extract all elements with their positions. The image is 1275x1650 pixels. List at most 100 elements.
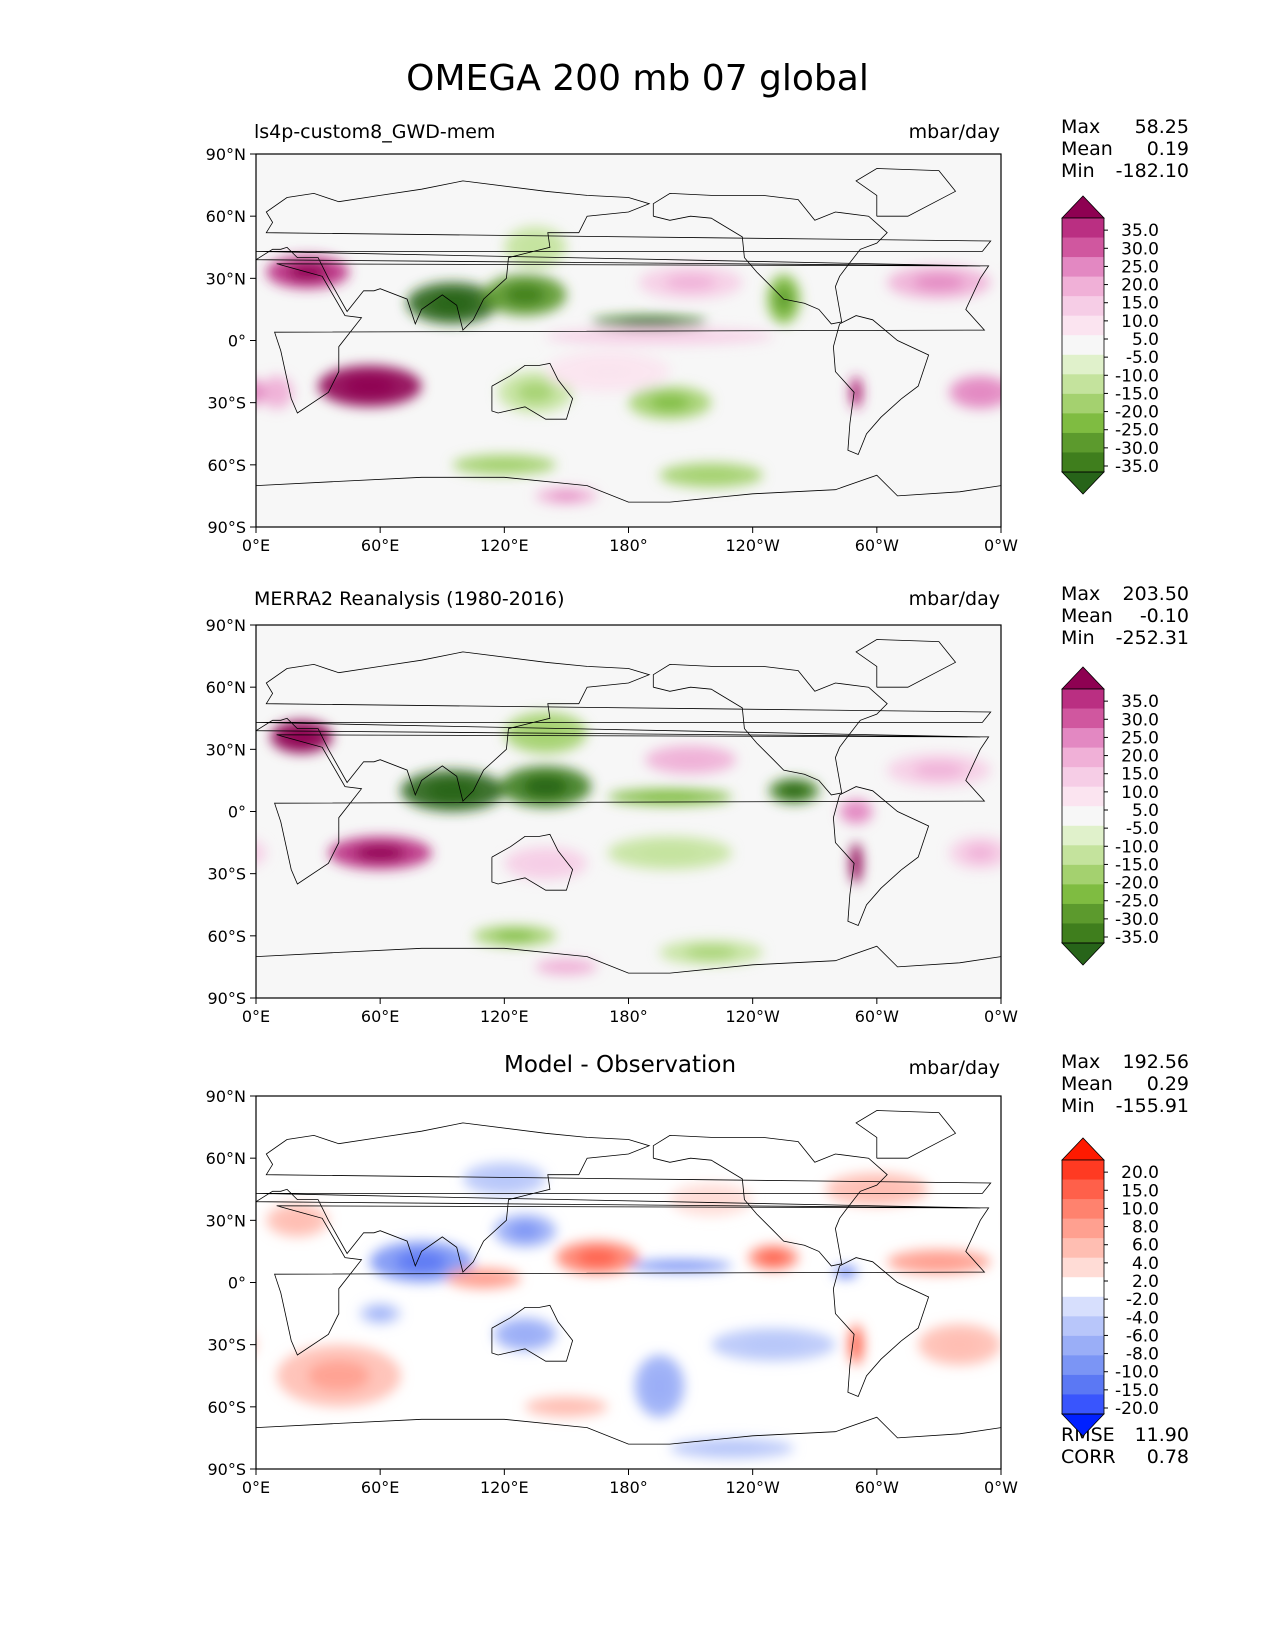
colorbar-bin [1062,257,1104,278]
coastline [832,315,930,456]
x-tick-label: 60°W [855,1007,899,1026]
colorbar-bin [1062,296,1104,317]
field-core [426,780,479,802]
field-core [493,930,536,942]
x-tick-label: 180° [609,536,648,555]
field-blob [103,1324,120,1365]
field-core [16,1251,41,1263]
field-blob [1239,1318,1275,1351]
panel-1-units: mbar/day [908,121,1000,143]
coastline [855,1110,957,1159]
field-blob [142,1249,245,1274]
y-tick-label: 0° [228,1274,246,1293]
panel-1-map: 90°N 60°N 30°N 0° 30°S 60°S 90°S0°E 60°E 120°E 18… [0,145,1275,555]
colorbar-tick-label: 20.0 [1121,747,1159,767]
colorbar-extend-max [1061,666,1105,690]
coastline [274,263,990,414]
stat-mean-label: Mean [1061,138,1113,160]
x-tick-label: 0°E [242,1007,270,1026]
x-tick-label: 120°E [480,1007,529,1026]
field-core [220,845,251,862]
field-core [1255,1222,1275,1239]
field-core [700,1443,764,1454]
colorbar-tick-label: -6.0 [1126,1326,1159,1346]
stat-min-label: Min [1061,1095,1095,1117]
colorbar-tick-label: -4.0 [1126,1308,1159,1328]
y-tick-label: 90°N [206,616,246,635]
field-core [742,1336,805,1353]
field-core [853,384,860,401]
colorbar-tick-label: 10.0 [1121,783,1159,803]
field-core [685,468,738,482]
colorbar-tick-label: 10.0 [1121,312,1159,332]
field-blob [1270,1396,1275,1417]
colorbar-tick-label: 4.0 [1132,1254,1159,1274]
colorbar-tick-label: 15.0 [1121,765,1159,785]
field-layer [220,712,1275,976]
colorbar-bin [1062,806,1104,827]
field-core [576,1249,619,1266]
field-core [168,1256,220,1268]
field-blob [1249,712,1275,753]
y-tick-label: 0° [228,803,246,822]
coastline [652,1134,888,1267]
colorbar-tick-label: 8.0 [1132,1218,1159,1238]
panel-1-title: ls4p-custom8_GWD-mem [254,121,496,143]
colorbar-bin [1062,1394,1104,1415]
field-blob [256,840,267,866]
field-blob [1249,847,1275,880]
field-blob [1229,274,1275,315]
y-tick-label: 30°S [207,1336,246,1355]
colorbar-bin [1062,1277,1104,1298]
y-tick-label: 90°S [207,989,246,1008]
field-blob [0,328,28,345]
colorbar-tick-label: -25.0 [1115,421,1159,441]
field-layer [0,226,1275,505]
x-tick-label: 0°W [984,1007,1018,1026]
colorbar-tick-label: 5.0 [1132,330,1159,350]
colorbar-bin [1062,845,1104,866]
colorbar-bin [1062,1199,1104,1220]
x-tick-label: 0°W [984,536,1018,555]
colorbar-tick-label: -35.0 [1115,457,1159,477]
coastline [652,663,888,796]
colorbar-tick-label: -20.0 [1115,403,1159,423]
field-core [964,384,996,401]
colorbar-bin [1062,1316,1104,1337]
panel-3-metrics: RMSE 11.90 CORR 0.78 [1061,1424,1189,1468]
colorbar-bin [1062,825,1104,846]
field-core [504,284,546,306]
colorbar-bin [1062,393,1104,414]
x-tick-label: 180° [609,1478,648,1497]
colorbar-bin [1062,1238,1104,1259]
field-core [913,761,965,779]
field-core [1265,237,1275,258]
stat-max-label: Max [1061,1051,1101,1073]
stat-mean-label: Mean [1061,605,1113,627]
colorbar-tick-label: 30.0 [1121,710,1159,730]
y-tick-label: 30°N [206,269,246,288]
field-core [1239,931,1275,941]
field-blob [1208,1162,1275,1195]
colorbar-tick-label: -15.0 [1115,1381,1159,1401]
colorbar-bin [1062,884,1104,905]
x-tick-label: 60°E [361,1007,399,1026]
colorbar-bin [1062,354,1104,375]
field-core [654,1262,707,1270]
coastline [256,1416,1001,1445]
field-core [465,1273,503,1284]
field-core [620,318,679,325]
stat-min-label: Min [1061,160,1095,182]
field-core [281,1212,313,1229]
field-core [760,1251,786,1264]
field-blob [22,274,55,324]
colorbar-extend-min [1061,471,1105,495]
colorbar-bin [1062,1335,1104,1356]
y-tick-label: 90°S [207,518,246,537]
field-blob [1152,282,1243,323]
field-layer [16,1162,1275,1459]
panel-2-title: MERRA2 Reanalysis (1980-2016) [254,588,565,610]
x-tick-label: 120°E [480,1478,529,1497]
field-core [1270,722,1275,743]
stat-mean-value: 0.29 [1146,1073,1189,1095]
